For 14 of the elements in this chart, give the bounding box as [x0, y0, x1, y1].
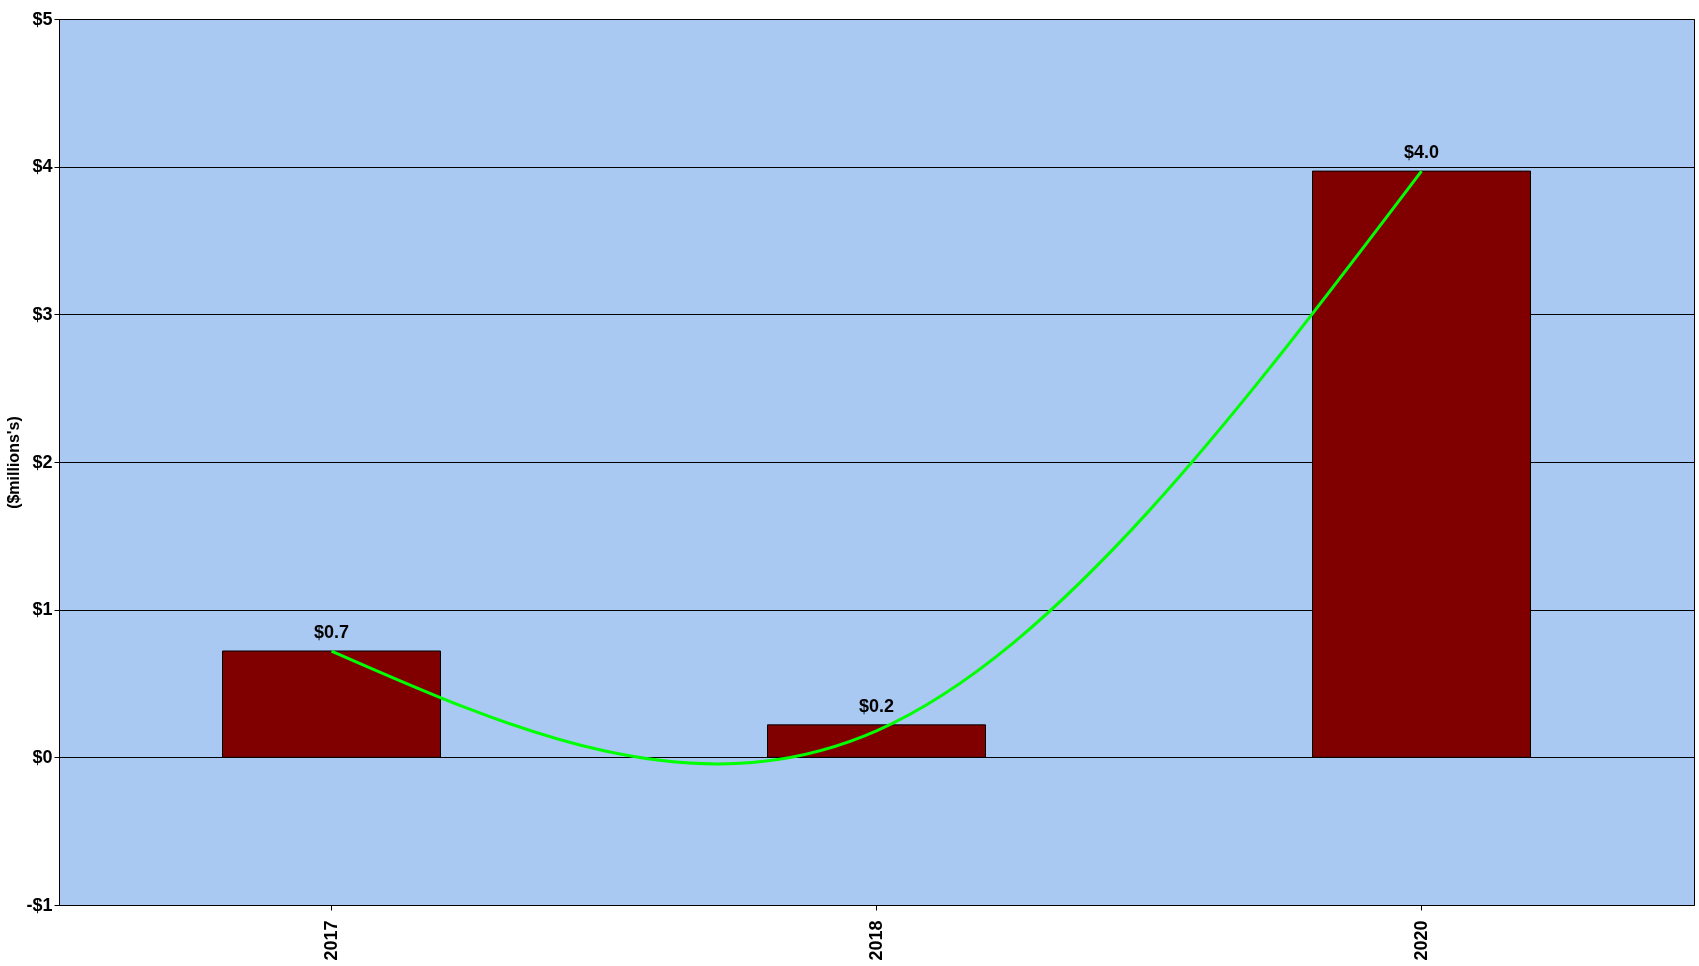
x-tick-label: 2018 [865, 920, 886, 961]
y-axis-title: ($millions's) [5, 416, 23, 509]
data-label: $0.2 [858, 695, 895, 716]
y-tick-label: $2 [32, 451, 53, 472]
y-tick-label: $5 [32, 8, 53, 29]
y-tick-label: -$1 [26, 894, 53, 915]
y-tick-label: $0 [32, 746, 53, 767]
y-tick-label: $3 [32, 303, 53, 324]
data-label: $4.0 [1403, 142, 1440, 163]
y-tick-label: $1 [32, 599, 53, 620]
x-tick-label: 2017 [320, 920, 341, 961]
data-label: $0.7 [313, 622, 350, 643]
x-tick-label: 2020 [1410, 920, 1431, 961]
y-tick-label: $4 [32, 156, 53, 177]
